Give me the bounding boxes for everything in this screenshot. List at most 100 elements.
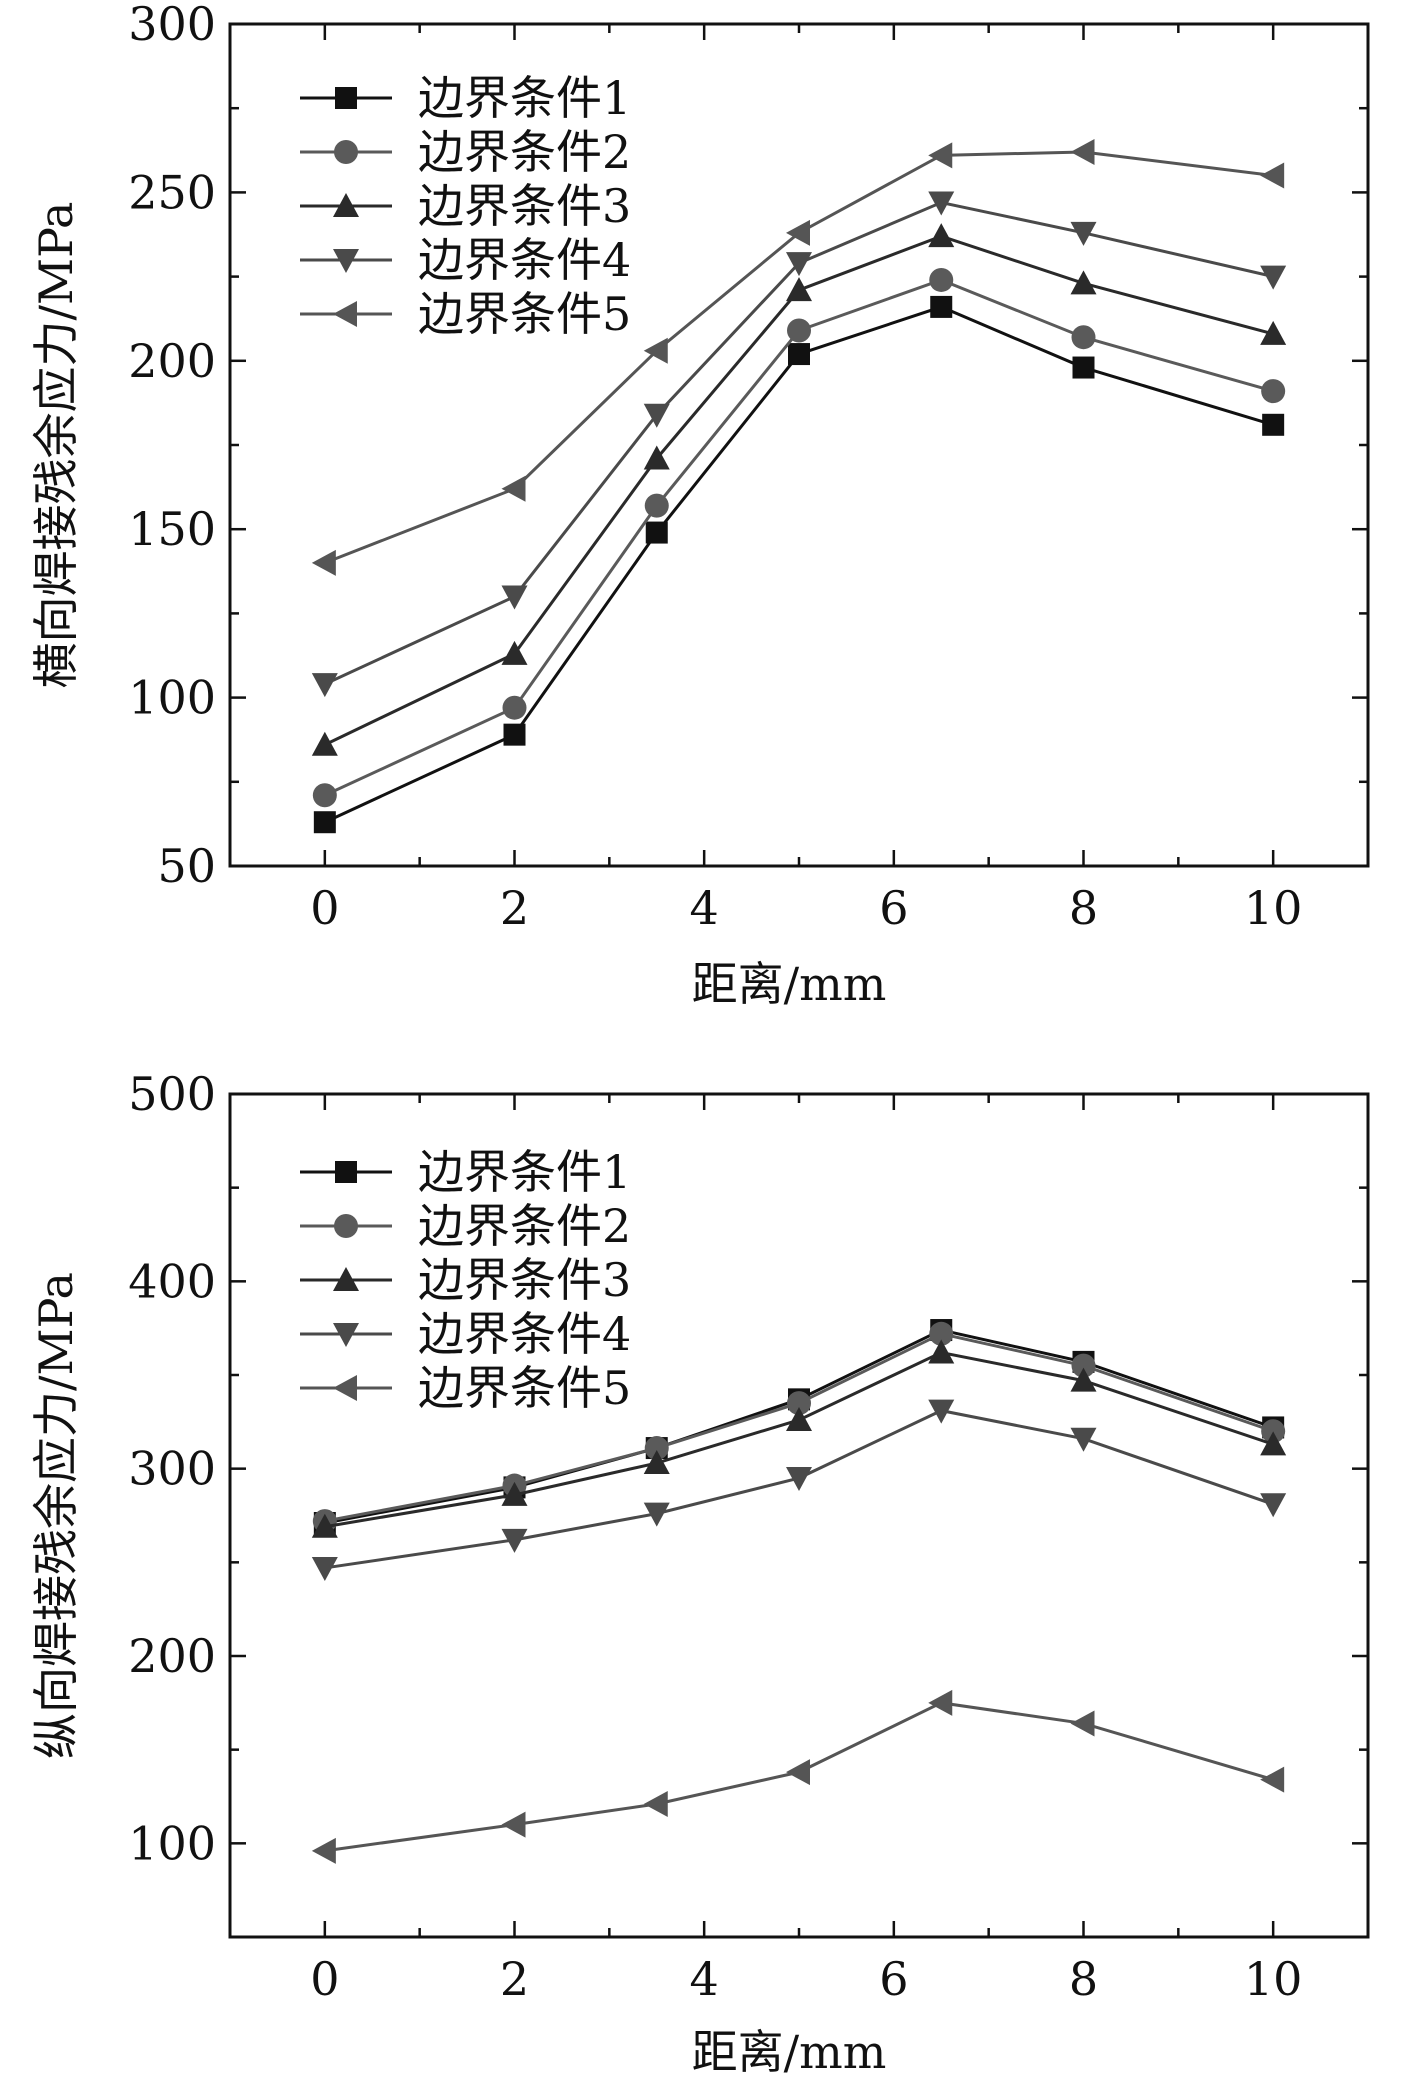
x-tick-label: 2	[500, 1952, 529, 2006]
x-tick-label: 0	[310, 881, 339, 935]
data-point	[501, 1481, 528, 1506]
data-point	[1070, 221, 1097, 246]
legend-label: 边界条件1	[418, 1145, 631, 1199]
data-point	[1260, 1493, 1287, 1518]
data-point	[501, 475, 526, 502]
legend-label: 边界条件5	[418, 287, 631, 341]
legend-label: 边界条件1	[418, 71, 631, 125]
data-point	[643, 1790, 668, 1817]
data-point	[1261, 1419, 1286, 1444]
data-point	[929, 267, 954, 292]
data-point	[787, 318, 811, 343]
data-point	[1072, 356, 1095, 379]
x-tick-label: 10	[1244, 1952, 1303, 2006]
data-point	[1071, 1353, 1096, 1378]
data-point	[644, 493, 669, 518]
data-point	[928, 191, 955, 216]
data-point	[501, 585, 528, 610]
x-tick-label: 4	[690, 881, 719, 935]
data-point	[1070, 1710, 1095, 1737]
data-point	[928, 223, 955, 248]
data-point	[644, 1436, 669, 1461]
series-1	[313, 295, 1285, 834]
data-point	[929, 1321, 954, 1346]
plot-frame	[228, 22, 1370, 868]
data-point	[1260, 320, 1287, 345]
data-point	[788, 343, 810, 366]
y-tick-label: 500	[128, 1067, 216, 1121]
data-point	[311, 1513, 338, 1538]
data-point	[786, 1759, 810, 1786]
x-tick-label: 8	[1069, 881, 1098, 935]
legend-label: 边界条件4	[418, 233, 631, 287]
data-point	[787, 1391, 811, 1416]
data-point	[786, 219, 810, 246]
y-tick-label: 100	[128, 671, 216, 725]
data-point	[312, 783, 337, 808]
data-point	[311, 673, 338, 698]
data-point	[645, 521, 668, 544]
y-tick-label: 50	[157, 839, 216, 893]
data-point	[502, 695, 527, 720]
data-point	[643, 337, 668, 364]
y-axis-title: 横向焊接残余应力/MPa	[29, 202, 83, 689]
data-point	[643, 403, 670, 428]
data-point	[311, 549, 336, 576]
legend-marker	[333, 249, 359, 273]
y-tick-label: 150	[128, 502, 216, 556]
data-point	[930, 295, 953, 318]
legend-marker	[333, 1267, 359, 1291]
x-tick-label: 8	[1069, 1952, 1098, 2006]
legend-marker	[334, 1214, 358, 1238]
data-point	[1070, 1427, 1097, 1452]
data-point	[928, 142, 953, 169]
data-point	[786, 1467, 812, 1492]
y-tick-label: 100	[128, 1816, 216, 1870]
legend-label: 边界条件2	[418, 125, 631, 179]
series-5	[311, 1689, 1285, 1864]
data-point	[311, 1556, 338, 1581]
legend-marker	[334, 140, 358, 164]
legend-marker	[335, 1161, 357, 1183]
data-point	[643, 1502, 670, 1527]
chart-longitudinal-stress: 0 2 4 6 8 10 100 200 300 400 500 距离/mm 纵向焊接残余应力/MPa 边…	[29, 1067, 1370, 2079]
y-tick-label: 200	[128, 334, 216, 388]
data-point	[928, 1689, 953, 1716]
y-axis-title: 纵向焊接残余应力/MPa	[29, 1272, 83, 1759]
legend-label: 边界条件5	[418, 1361, 631, 1415]
data-point	[643, 1450, 670, 1475]
legend-marker	[333, 301, 357, 327]
data-point	[1260, 1431, 1287, 1456]
y-tick-label: 250	[128, 165, 216, 219]
data-point	[311, 1837, 336, 1864]
x-tick-label: 6	[879, 1952, 908, 2006]
data-point	[1070, 270, 1097, 295]
x-tick-label: 6	[879, 881, 908, 935]
y-tick-label: 400	[128, 1254, 216, 1308]
chart-transverse-stress: 0 2 4 6 8 10 50 100 150 200 250 300 距离/mm 横向焊接残余应力/MP…	[29, 0, 1370, 1011]
data-point	[1260, 162, 1285, 189]
legend-label: 边界条件3	[418, 179, 631, 233]
x-axis-title: 距离/mm	[692, 957, 887, 1011]
series-4	[311, 191, 1287, 698]
x-tick-label: 10	[1244, 881, 1303, 935]
data-point	[1070, 1367, 1097, 1392]
legend-marker	[335, 87, 357, 109]
legend-marker	[333, 193, 359, 217]
x-tick-label: 4	[690, 1952, 719, 2006]
data-point	[1071, 325, 1096, 350]
y-tick-label: 300	[128, 0, 216, 51]
series-4	[311, 1399, 1287, 1581]
data-point	[1260, 265, 1287, 290]
y-tick-label: 300	[128, 1442, 216, 1496]
x-tick-label: 0	[310, 1952, 339, 2006]
data-point	[311, 731, 338, 756]
data-point	[1261, 379, 1286, 404]
data-point	[643, 445, 670, 470]
data-point	[1260, 1766, 1285, 1793]
data-point	[501, 640, 528, 665]
legend-label: 边界条件4	[418, 1307, 631, 1361]
data-point	[786, 1406, 812, 1431]
